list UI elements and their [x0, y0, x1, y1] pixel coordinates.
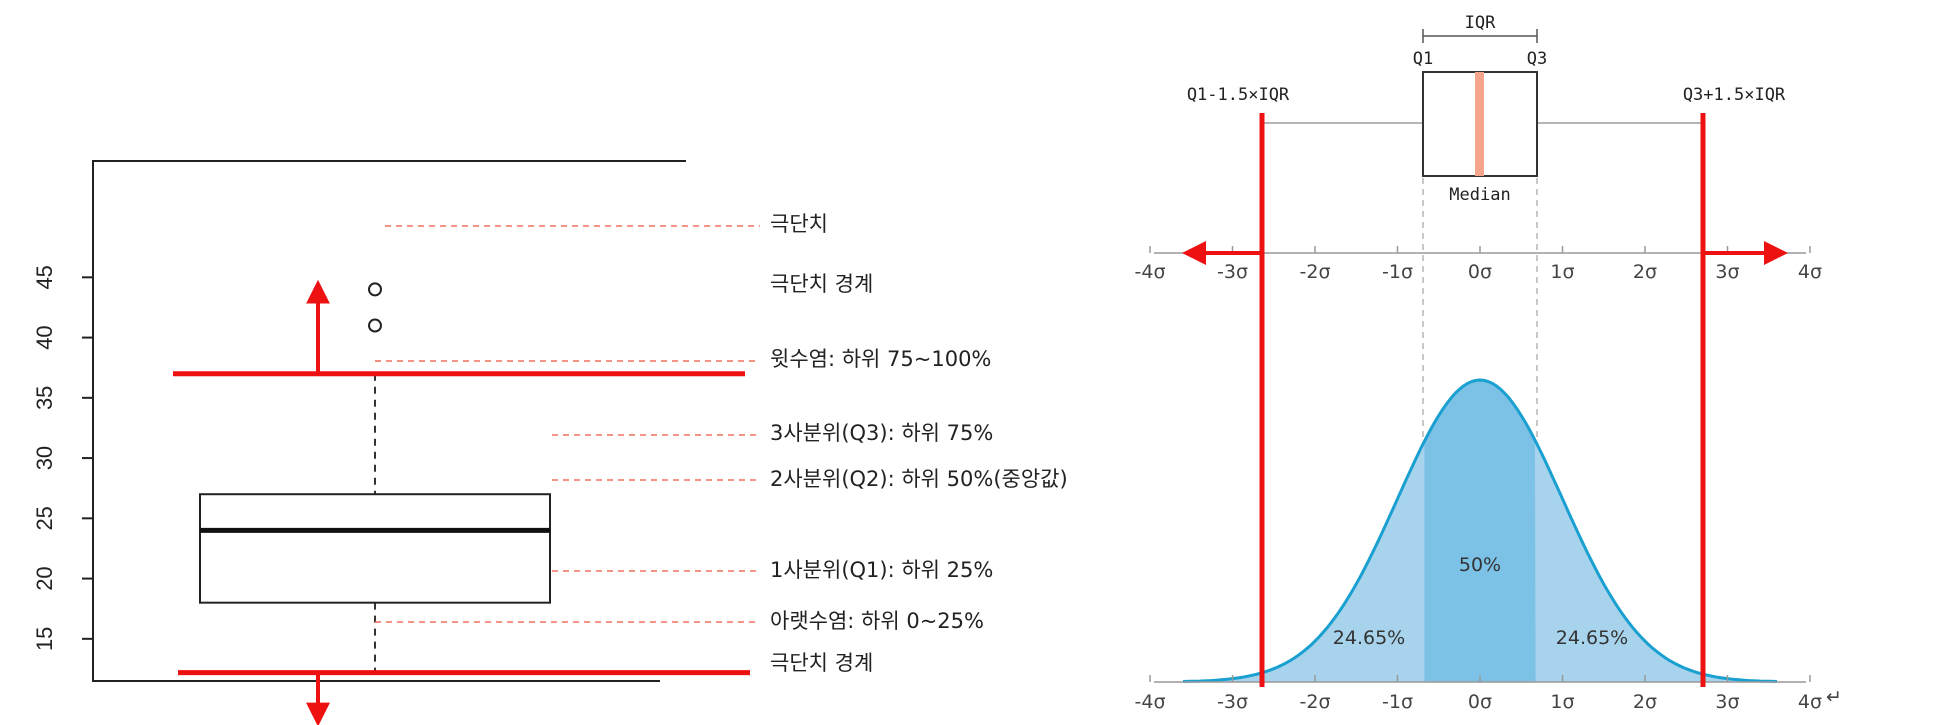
- y-tick-label: 35: [32, 386, 57, 410]
- distribution-central-fill: [1424, 380, 1536, 682]
- annotation-leaders: [375, 225, 760, 623]
- box-plot-panel: 45 40 35 30 25 20 15 극단치 극단치 경계 윗수염: 하위 75~100…: [32, 160, 1068, 725]
- y-tick-label: 15: [32, 627, 57, 651]
- sigma-tick-label: -2σ: [1300, 261, 1331, 283]
- upper-fence-formula: Q3+1.5×IQR: [1683, 85, 1786, 105]
- sigma-tick-label: 1σ: [1550, 261, 1574, 283]
- y-axis-ticks: 45 40 35 30 25 20 15: [32, 265, 93, 651]
- q1-label: 1사분위(Q1): 하위 25%: [770, 558, 993, 582]
- outlier-point: [368, 282, 382, 297]
- sigma-tick-label: 3σ: [1715, 261, 1739, 283]
- outlier-point: [368, 318, 382, 333]
- right-tail-percent: 24.65%: [1556, 627, 1628, 649]
- sigma-tick-label: 1σ: [1550, 691, 1574, 713]
- sigma-tick-label: 2σ: [1633, 691, 1657, 713]
- distribution-curve: [1182, 378, 1778, 683]
- sigma-tick-label: 3σ: [1715, 691, 1739, 713]
- q2-label: 2사분위(Q2): 하위 50%(중앙값): [770, 467, 1068, 491]
- sigma-tick-label: -1σ: [1382, 261, 1413, 283]
- sigma-tick-label: 2σ: [1633, 261, 1657, 283]
- q3-label: 3사분위(Q3): 하위 75%: [770, 421, 993, 445]
- sigma-tick-label: 4σ: [1798, 261, 1822, 283]
- lower-fence-label: 극단치 경계: [770, 651, 873, 675]
- bottom-sigma-ticks: -4σ -3σ -2σ -1σ 0σ 1σ 2σ 3σ 4σ: [1135, 675, 1822, 713]
- center-percent: 50%: [1459, 554, 1501, 576]
- lower-fence-formula: Q1-1.5×IQR: [1187, 85, 1290, 105]
- iqr-box: [199, 493, 551, 604]
- y-tick-label: 30: [32, 446, 57, 470]
- sigma-tick-label: -2σ: [1300, 691, 1331, 713]
- sigma-tick-label: -3σ: [1217, 691, 1248, 713]
- left-tail-percent: 24.65%: [1333, 627, 1405, 649]
- y-tick-label: 20: [32, 566, 57, 590]
- normal-distribution-panel: IQR Q1 Q3 Q1-1.5×IQR Q3+1.5×IQR Median -…: [1135, 13, 1842, 713]
- sigma-tick-label: -4σ: [1135, 261, 1166, 283]
- q3-marker-label: Q3: [1527, 49, 1547, 69]
- trailing-return-mark: ↵: [1826, 686, 1842, 708]
- sigma-tick-label: 4σ: [1798, 691, 1822, 713]
- top-sigma-ticks: -4σ -3σ -2σ -1σ 0σ 1σ 2σ 3σ 4σ: [1135, 246, 1822, 283]
- sigma-tick-label: -4σ: [1135, 691, 1166, 713]
- outlier-label: 극단치: [770, 212, 828, 236]
- q1-marker-label: Q1: [1413, 49, 1433, 69]
- sigma-tick-label: -1σ: [1382, 691, 1413, 713]
- median-bar: [1475, 72, 1484, 176]
- y-tick-label: 40: [32, 325, 57, 349]
- median-label: Median: [1449, 185, 1510, 205]
- lower-whisker-label: 아랫수염: 하위 0~25%: [770, 609, 984, 633]
- y-tick-label: 25: [32, 506, 57, 530]
- upper-whisker-label: 윗수염: 하위 75~100%: [770, 347, 991, 371]
- sigma-tick-label: 0σ: [1468, 691, 1492, 713]
- sigma-tick-label: -3σ: [1217, 261, 1248, 283]
- y-tick-label: 45: [32, 265, 57, 289]
- iqr-bracket: [1422, 29, 1538, 43]
- iqr-label: IQR: [1465, 13, 1496, 33]
- upper-fence-label: 극단치 경계: [770, 272, 873, 296]
- outlier-points: [368, 282, 382, 333]
- sigma-tick-label: 0σ: [1468, 261, 1492, 283]
